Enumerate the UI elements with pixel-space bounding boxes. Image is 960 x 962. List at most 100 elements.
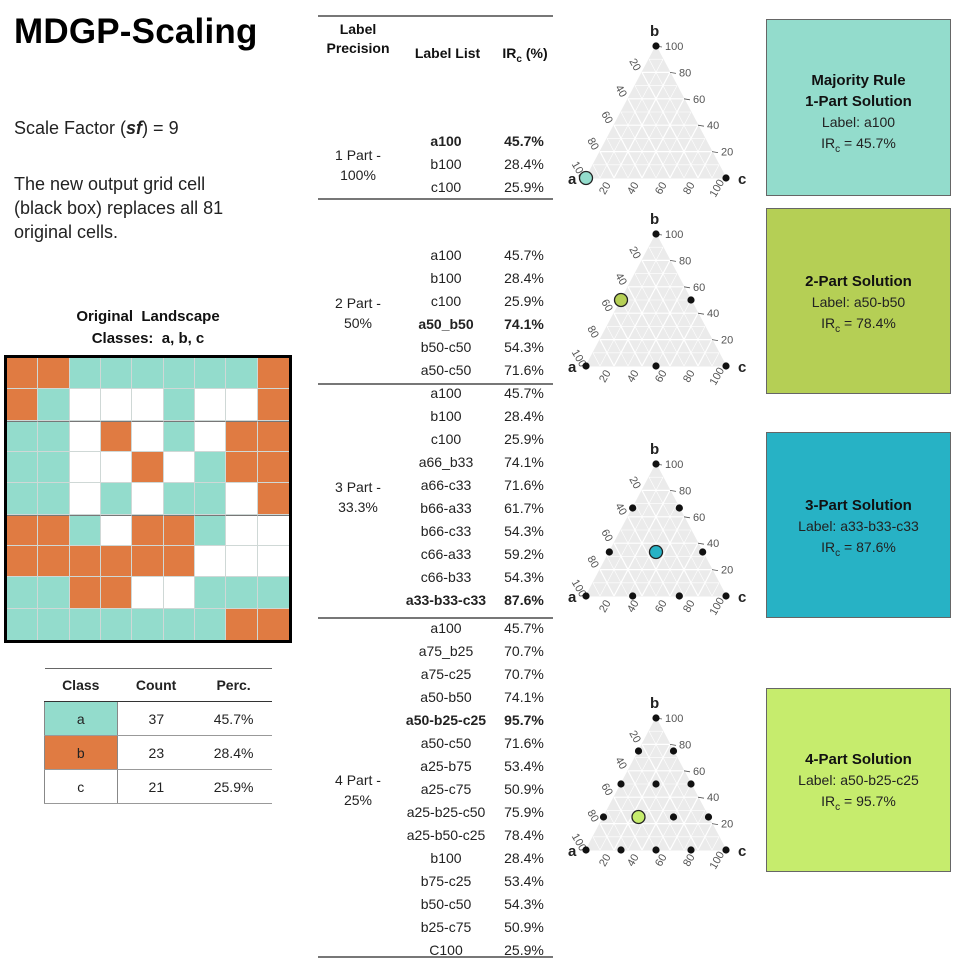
label-list-cell: b100 <box>430 408 462 424</box>
label-list-cell: b75-c25 <box>420 873 472 889</box>
landscape-cell-b <box>257 389 289 421</box>
ternary-gridline <box>599 151 615 179</box>
tick-label-left: 20 <box>626 57 643 74</box>
class-swatch-c: c <box>44 769 118 804</box>
ternary-gridline <box>697 823 713 851</box>
scale-factor-symbol: sf <box>126 118 143 138</box>
column-header-perc: Perc. <box>195 668 272 702</box>
candidate-point <box>669 813 678 821</box>
label-list-cell: b66-a33 <box>420 500 472 516</box>
landscape-cell-b <box>257 452 289 484</box>
landscape-cell-a <box>195 577 227 609</box>
ir-cell: 70.7% <box>504 666 544 682</box>
ternary-gridline <box>606 556 629 597</box>
vertex-label-b: b <box>650 23 659 40</box>
ternary-gridline <box>620 111 657 179</box>
landscape-cell-a <box>195 608 227 640</box>
ternary-gridline <box>613 796 643 851</box>
landscape-cell-a <box>38 483 70 515</box>
landscape-cell-b <box>101 420 133 452</box>
solution-label: Label: a100 <box>821 114 896 130</box>
tick-label-bottom: 80 <box>681 852 698 869</box>
label-list-cell: a25-b50-c25 <box>406 827 486 843</box>
solution-ir: IRc = 87.6% <box>821 539 896 559</box>
landscape-cell-a <box>101 608 133 640</box>
label-list-cell: b25-c75 <box>420 919 472 935</box>
ternary-gridline <box>669 796 699 851</box>
landscape-title: Original Landscape Classes: a, b, c <box>4 306 292 350</box>
ternary-gridline <box>648 731 713 851</box>
ternary-gridline <box>613 312 643 367</box>
tick-label-right: 100 <box>665 229 683 241</box>
ir-cell: 28.4% <box>504 408 544 424</box>
ternary-gridline <box>669 124 699 179</box>
ternary-gridline <box>592 164 601 179</box>
ir-cell: 95.7% <box>504 712 544 728</box>
label-list-cell: b66-c33 <box>420 523 472 539</box>
candidate-point <box>722 846 730 854</box>
landscape-cell-c <box>132 389 164 421</box>
ternary-gridline <box>592 582 601 597</box>
tick-label-left: 80 <box>584 136 601 153</box>
landscape-cell-b <box>7 358 39 390</box>
vertex-label-c: c <box>738 843 746 860</box>
landscape-cell-a <box>163 608 195 640</box>
count-cell: 21 <box>117 769 196 804</box>
ir-cell: 50.9% <box>504 919 544 935</box>
landscape-cell-a <box>38 452 70 484</box>
label-list-cell: C100 <box>429 942 463 958</box>
tick-label-bottom: 60 <box>653 598 670 615</box>
landscape-cell-c <box>101 452 133 484</box>
ir-cell: 28.4% <box>504 156 544 172</box>
landscape-cell-c <box>195 546 227 578</box>
landscape-cell-c <box>226 483 258 515</box>
tick-label-right: 60 <box>693 766 705 778</box>
ir-cell: 78.4% <box>504 827 544 843</box>
candidate-point <box>699 548 707 556</box>
landscape-cell-a <box>7 483 39 515</box>
description-line: The new output grid cell <box>14 174 206 194</box>
candidate-point <box>617 846 625 854</box>
ir-cell: 25.9% <box>504 431 544 447</box>
section-divider <box>318 198 553 200</box>
ternary-gridline <box>648 247 713 367</box>
tick-label-bottom: 60 <box>653 368 670 385</box>
description-line: (black box) replaces all 81 <box>14 198 224 218</box>
ternary-gridline <box>634 85 685 179</box>
ternary-gridline <box>599 59 664 179</box>
ternary-gridline <box>599 339 615 367</box>
landscape-cell-b <box>7 546 39 578</box>
count-cell: 37 <box>117 701 196 736</box>
landscape-grid <box>4 355 292 643</box>
ternary-gridline <box>592 836 601 851</box>
landscape-cell-b <box>132 514 164 546</box>
ternary-gridline <box>711 352 720 367</box>
landscape-classes-line: Classes: a, b, c <box>91 330 205 347</box>
label-list-cell: a50-c50 <box>420 362 472 378</box>
tick-mark <box>669 260 677 262</box>
candidate-point <box>652 362 660 370</box>
table-top-line <box>318 15 553 17</box>
scale-factor-text: Scale Factor (sf) = 9 <box>14 116 179 140</box>
landscape-cell-a <box>163 420 195 452</box>
tick-label-left: 20 <box>626 475 643 492</box>
landscape-cell-b <box>101 577 133 609</box>
label-list-cell: b100 <box>430 270 462 286</box>
precision-label: 3 Part - 33.3% <box>318 477 398 517</box>
header-label-precision: Label Precision <box>318 20 398 58</box>
landscape-cell-a <box>38 608 70 640</box>
scale-factor-prefix: Scale Factor ( <box>14 118 127 138</box>
tick-mark <box>697 312 705 315</box>
ir-cell: 53.4% <box>504 873 544 889</box>
tick-label-right: 20 <box>721 819 733 831</box>
label-list-cell: b50-c50 <box>420 896 472 912</box>
tick-label-right: 100 <box>665 713 683 725</box>
perc-cell: 28.4% <box>195 735 272 770</box>
tick-label-right: 60 <box>693 94 705 106</box>
tick-label-left: 80 <box>584 554 601 571</box>
vertex-label-a: a <box>568 359 577 376</box>
landscape-cell-c <box>226 546 258 578</box>
landscape-cell-b <box>38 546 70 578</box>
tick-label-left: 20 <box>626 729 643 746</box>
